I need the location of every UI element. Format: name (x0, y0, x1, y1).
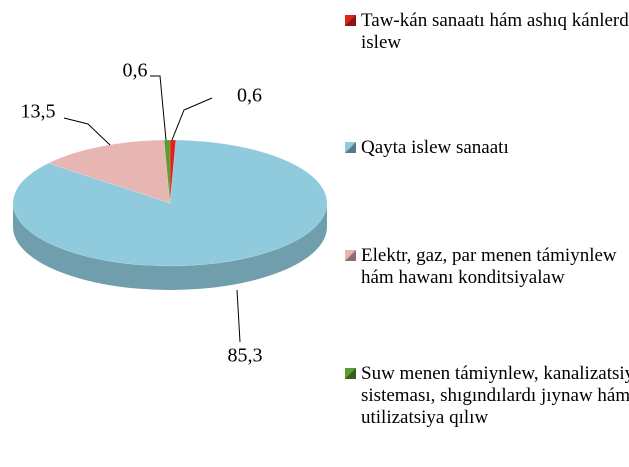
leader-line (150, 75, 167, 141)
pie-side (13, 203, 327, 290)
legend-label: Suw menen támiynlew, kanalizatsiya siste… (361, 363, 629, 428)
legend-label: Qayta islew sanaatı (361, 137, 509, 158)
pie-slice (163, 139, 171, 204)
data-label: 0,6 (237, 85, 262, 107)
legend-swatch (345, 142, 356, 153)
legend-swatch (345, 15, 356, 26)
pie-slice (169, 139, 177, 204)
leader-line (171, 97, 213, 141)
legend-item: Elektr, gaz, par menen támiynlew hám haw… (345, 245, 629, 289)
pie-slice (47, 139, 171, 204)
legend-item: Suw menen támiynlew, kanalizatsiya siste… (345, 363, 629, 429)
leader-line (63, 117, 111, 146)
legend-label: Taw-kán sanaatı hám ashıq kánlerdi islew (361, 10, 629, 53)
legend-item: Qayta islew sanaatı (345, 137, 629, 159)
leader-line (236, 289, 241, 343)
data-label: 13,5 (21, 101, 56, 123)
legend-item: Taw-kán sanaatı hám ashıq kánlerdi islew (345, 10, 629, 54)
legend-swatch (345, 250, 356, 261)
pie-slice (12, 139, 328, 267)
legend-label: Elektr, gaz, par menen támiynlew hám haw… (361, 245, 617, 288)
data-label: 85,3 (228, 345, 263, 367)
legend-swatch (345, 368, 356, 379)
data-label: 0,6 (123, 60, 148, 82)
